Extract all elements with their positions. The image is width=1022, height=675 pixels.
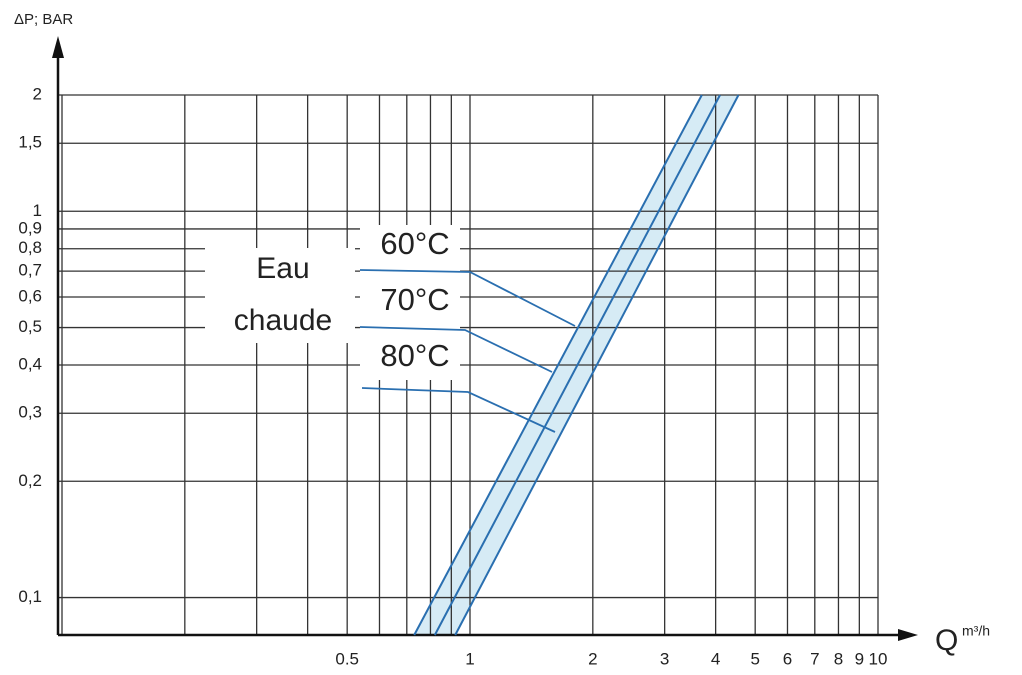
label-bg [205,248,355,343]
x-tick-label: 2 [588,649,597,668]
x-tick-label: 9 [855,649,864,668]
x-axis-arrow [898,629,918,641]
series-label: 70°C [380,282,449,317]
annotation: Eau [256,252,309,285]
x-axis-unit: m³/h [962,623,990,639]
x-tick-label: 3 [660,649,669,668]
x-tick-label: 8 [834,649,843,668]
series-label: 80°C [380,338,449,373]
y-tick-label: 0,5 [18,317,42,336]
y-tick-label: 1,5 [18,133,42,152]
y-tick-label: 0,2 [18,471,42,490]
annotation: chaude [234,304,332,337]
y-axis-label: ΔP; BAR [14,11,73,28]
y-tick-label: 0,1 [18,587,42,606]
x-axis-label: Q [935,624,958,657]
y-tick-label: 0,8 [18,238,42,257]
curve [413,94,703,636]
x-tick-label: 10 [869,649,888,668]
y-tick-label: 0,4 [18,354,42,373]
x-tick-label: 0.5 [335,649,359,668]
y-tick-label: 1 [33,201,42,220]
series-label: 60°C [380,226,449,261]
y-tick-label: 0,7 [18,261,42,280]
y-tick-label: 0,6 [18,286,42,305]
label-bg [360,225,460,380]
x-tick-label: 6 [783,649,792,668]
curve [454,94,740,636]
x-tick-label: 4 [711,649,720,668]
y-tick-label: 2 [33,84,42,103]
x-tick-label: 5 [750,649,759,668]
leader-line [361,387,556,433]
x-tick-label: 1 [465,649,474,668]
y-axis-arrow [52,36,64,58]
curve [433,94,721,636]
x-tick-label: 7 [810,649,819,668]
y-tick-label: 0,3 [18,403,42,422]
y-tick-label: 0,9 [18,218,42,237]
leader-line [359,269,576,327]
leader-line [359,326,553,373]
